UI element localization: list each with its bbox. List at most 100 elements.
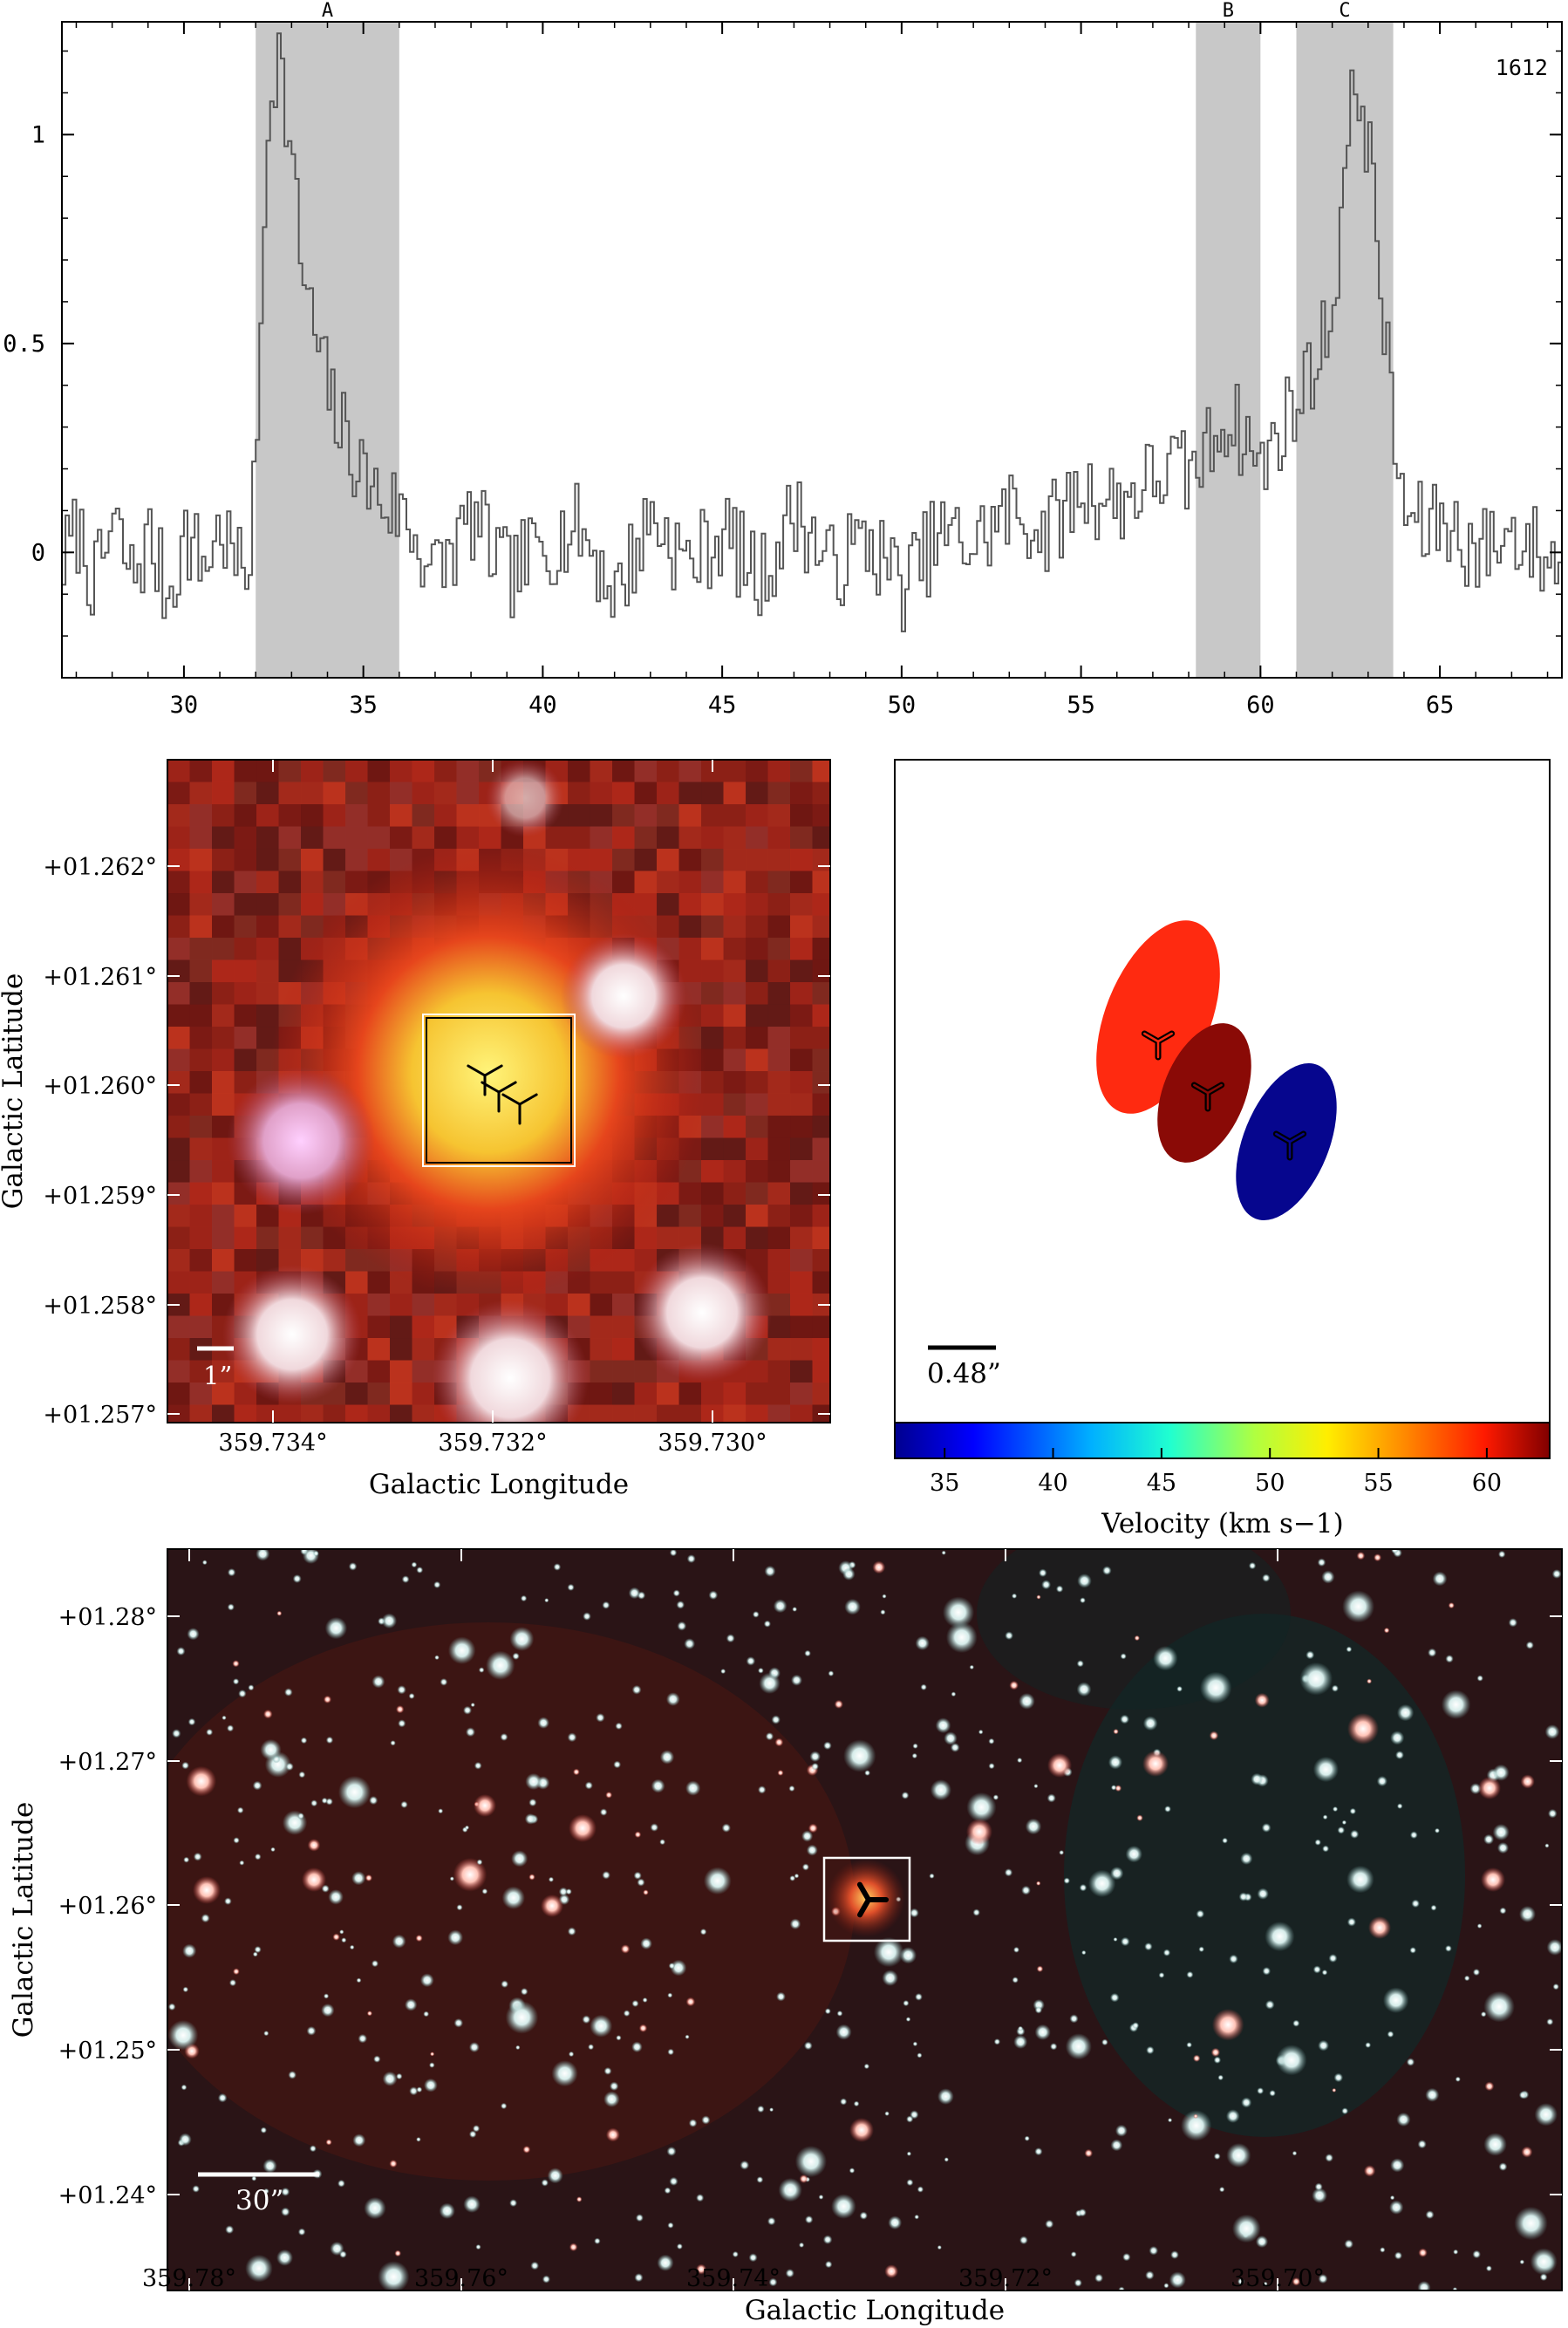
star	[603, 2091, 620, 2107]
star	[1255, 2235, 1269, 2249]
zoom-pixel	[812, 1048, 830, 1072]
star	[520, 1988, 528, 1996]
star	[667, 2222, 674, 2229]
star	[1432, 1571, 1448, 1587]
star	[181, 2084, 187, 2091]
zoom-pixel	[746, 1382, 768, 1405]
zoom-pixel	[767, 982, 791, 1005]
star	[699, 1929, 707, 1935]
star	[740, 2160, 750, 2170]
star	[1344, 2239, 1353, 2249]
zoom-pixel	[212, 870, 235, 894]
star	[1322, 1845, 1330, 1853]
zoom-pixel	[412, 1315, 435, 1339]
zoom-pixel	[256, 849, 279, 871]
zoom-pixel	[790, 982, 813, 1005]
zoom-pixel	[167, 1160, 190, 1183]
zoom-pixel	[278, 915, 302, 939]
zoom-pixel	[678, 849, 702, 871]
star	[297, 2228, 306, 2236]
star	[756, 2176, 764, 2183]
zoom-pixel	[612, 1271, 635, 1294]
star	[667, 2048, 674, 2056]
star	[1521, 2146, 1533, 2158]
star	[187, 1717, 196, 1726]
star	[1110, 1785, 1117, 1791]
star	[785, 2269, 794, 2278]
star	[1376, 1776, 1387, 1787]
star	[423, 2011, 430, 2017]
star	[1241, 2097, 1252, 2108]
zoom-pixel	[790, 1404, 813, 1423]
wide-scalebar-label: 30”	[235, 2185, 283, 2216]
zoom-pixel	[678, 938, 702, 960]
star	[1314, 1839, 1321, 1846]
star	[1518, 2091, 1527, 2099]
zoom-image-panel: 1” 359.734° 359.732° 359.730° +01.262°+01.…	[0, 759, 831, 1500]
star	[263, 2188, 269, 2195]
zoom-pixel	[189, 804, 213, 827]
star	[1390, 2158, 1405, 2173]
zoom-star	[432, 1300, 589, 1423]
star	[1065, 2033, 1092, 2060]
zoom-pixel	[701, 893, 724, 916]
zoom-pixel	[390, 782, 412, 805]
star	[1034, 2147, 1043, 2156]
star	[799, 2174, 808, 2183]
star	[631, 1999, 639, 2008]
star	[176, 1647, 186, 1656]
zoom-pixel	[412, 1294, 435, 1316]
star	[1312, 1756, 1339, 1783]
star	[476, 1859, 483, 1866]
star	[307, 1839, 321, 1852]
star	[1514, 2206, 1548, 2241]
zoom-pixel	[812, 1004, 830, 1027]
zoom-x-axis: 359.734° 359.732° 359.730°	[218, 760, 767, 1457]
zoom-pixel	[323, 870, 346, 894]
zoom-pixel	[812, 938, 830, 960]
zoom-pixel	[723, 870, 747, 894]
x-tick-label: 45	[708, 692, 737, 719]
star	[1265, 1922, 1295, 1952]
band-label: B	[1223, 0, 1234, 22]
zoom-pixel	[167, 1271, 190, 1294]
star	[1193, 2054, 1201, 2062]
zoom-pixel	[723, 982, 747, 1005]
star	[565, 1888, 572, 1895]
star	[942, 1596, 975, 1628]
zoom-pixel	[790, 826, 813, 850]
star	[1417, 2281, 1431, 2290]
zoom-pixel	[323, 1404, 346, 1423]
zoom-pixel	[723, 1382, 747, 1405]
star	[628, 1587, 641, 1600]
star	[182, 1986, 189, 1993]
zoom-pixel	[256, 1226, 279, 1250]
star	[1198, 1946, 1204, 1953]
star	[1213, 2153, 1221, 2161]
star	[486, 1650, 515, 1681]
star	[1389, 2200, 1404, 2215]
star	[371, 1960, 379, 1968]
zoom-pixel	[701, 1382, 724, 1405]
zoom-pixel	[790, 1182, 813, 1205]
zoom-pixel	[812, 1249, 830, 1272]
star	[615, 1722, 623, 1731]
star	[759, 1672, 781, 1695]
zoom-pixel	[189, 1182, 213, 1205]
zoom-pixel	[767, 915, 791, 939]
zoom-pixel	[767, 959, 791, 983]
star	[1076, 1682, 1092, 1697]
zoom-pixel	[634, 849, 658, 871]
zoom-pixel	[812, 826, 830, 850]
star	[651, 1778, 665, 1793]
star	[553, 1563, 562, 1571]
star	[1257, 1888, 1269, 1900]
star	[988, 1763, 995, 1770]
star	[558, 1887, 569, 1896]
zoom-pixel	[634, 870, 658, 894]
star	[233, 1968, 240, 1976]
star	[1102, 1566, 1112, 1575]
star	[1118, 2286, 1125, 2290]
spectrum-x-axis: 30 35 40 45 50 55 60 65	[75, 22, 1549, 719]
star	[1395, 1751, 1404, 1760]
